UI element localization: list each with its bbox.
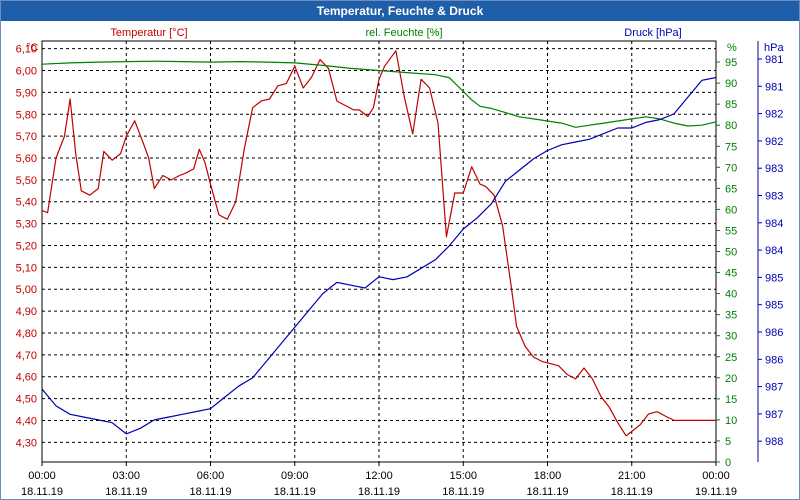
humidity-tick-label: 90	[725, 78, 737, 90]
temperature-series-line	[41, 50, 716, 437]
temperature-unit-label: °C	[26, 42, 38, 54]
temperature-axis-label: Temperatur [°C]	[110, 27, 187, 39]
pressure-tick-label: 988	[765, 436, 783, 448]
humidity-tick-label: 55	[725, 225, 737, 237]
temperature-tick-label: 5,10	[16, 262, 37, 274]
pressure-tick-label: 981	[765, 54, 783, 66]
humidity-tick-label: 20	[725, 373, 737, 385]
temperature-tick-label: 5,00	[16, 284, 37, 296]
temperature-tick-label: 4,60	[16, 372, 37, 384]
x-tick-date-label: 18.11.19	[611, 486, 653, 498]
pressure-axis-label: Druck [hPa]	[624, 27, 681, 39]
humidity-tick-label: 70	[725, 162, 737, 174]
humidity-tick-label: 50	[725, 247, 737, 259]
temperature-tick-label: 5,90	[16, 87, 37, 99]
pressure-tick-label: 982	[765, 136, 783, 148]
x-tick-date-label: 18.11.19	[526, 486, 568, 498]
x-tick-date-label: 18.11.19	[358, 486, 400, 498]
temperature-tick-label: 4,50	[16, 394, 37, 406]
pressure-tick-label: 986	[765, 354, 783, 366]
humidity-tick-label: 60	[725, 204, 737, 216]
humidity-tick-label: 30	[725, 331, 737, 343]
temperature-tick-label: 4,90	[16, 306, 37, 318]
x-tick-time-label: 15:00	[449, 470, 477, 482]
x-tick-time-label: 03:00	[112, 470, 140, 482]
x-tick-date-label: 18.11.19	[442, 486, 484, 498]
pressure-tick-label: 982	[765, 109, 783, 121]
x-tick-time-label: 09:00	[281, 470, 309, 482]
temperature-tick-label: 4,70	[16, 350, 37, 362]
humidity-tick-label: 75	[725, 141, 737, 153]
humidity-unit-label: %	[727, 42, 737, 54]
humidity-tick-label: 5	[725, 436, 731, 448]
humidity-series-line	[41, 60, 717, 128]
temperature-tick-label: 5,50	[16, 175, 37, 187]
humidity-tick-label: 25	[725, 352, 737, 364]
temperature-tick-label: 4,80	[16, 328, 37, 340]
pressure-tick-label: 984	[765, 218, 783, 230]
pressure-series-line	[41, 76, 717, 435]
x-tick-time-label: 00:00	[702, 470, 730, 482]
temperature-tick-label: 4,40	[16, 415, 37, 427]
humidity-tick-label: 15	[725, 394, 737, 406]
pressure-tick-label: 985	[765, 272, 783, 284]
pressure-tick-label: 984	[765, 245, 783, 257]
temperature-tick-label: 5,60	[16, 153, 37, 165]
x-tick-date-label: 19.11.19	[695, 486, 737, 498]
x-tick-time-label: 00:00	[28, 470, 56, 482]
x-tick-date-label: 18.11.19	[21, 486, 63, 498]
humidity-tick-label: 35	[725, 310, 737, 322]
temperature-tick-label: 5,70	[16, 131, 37, 143]
temperature-tick-label: 6,10	[16, 44, 37, 56]
pressure-unit-label: hPa	[764, 42, 784, 54]
x-tick-time-label: 12:00	[365, 470, 393, 482]
x-tick-date-label: 18.11.19	[274, 486, 316, 498]
pressure-tick-label: 983	[765, 191, 783, 203]
temperature-tick-label: 4,30	[16, 437, 37, 449]
temperature-tick-label: 6,00	[16, 66, 37, 78]
chart-title: Temperatur, Feuchte & Druck	[1, 1, 799, 21]
humidity-tick-label: 95	[725, 57, 737, 69]
humidity-tick-label: 45	[725, 268, 737, 280]
chart-canvas: 4,30 4,40 4,50 4,60 4,70 4,80 4,90 5,00 5,10 5,20…	[16, 27, 785, 498]
humidity-tick-label: 0	[725, 457, 731, 469]
x-tick-time-label: 21:00	[618, 470, 646, 482]
x-tick-time-label: 06:00	[197, 470, 225, 482]
humidity-tick-label: 40	[725, 289, 737, 301]
pressure-tick-label: 981	[765, 81, 783, 93]
temperature-tick-label: 5,80	[16, 109, 37, 121]
humidity-tick-label: 80	[725, 120, 737, 132]
humidity-tick-label: 65	[725, 183, 737, 195]
pressure-tick-label: 986	[765, 327, 783, 339]
temperature-tick-label: 5,20	[16, 240, 37, 252]
x-tick-date-label: 18.11.19	[105, 486, 147, 498]
x-tick-time-label: 18:00	[534, 470, 562, 482]
humidity-tick-label: 10	[725, 415, 737, 427]
pressure-tick-label: 985	[765, 300, 783, 312]
x-tick-date-label: 18.11.19	[189, 486, 231, 498]
humidity-tick-label: 85	[725, 99, 737, 111]
pressure-tick-label: 983	[765, 163, 783, 175]
pressure-tick-label: 987	[765, 409, 783, 421]
temperature-tick-label: 5,40	[16, 197, 37, 209]
temperature-tick-label: 5,30	[16, 219, 37, 231]
pressure-tick-label: 987	[765, 382, 783, 394]
humidity-axis-label: rel. Feuchte [%]	[365, 27, 442, 39]
